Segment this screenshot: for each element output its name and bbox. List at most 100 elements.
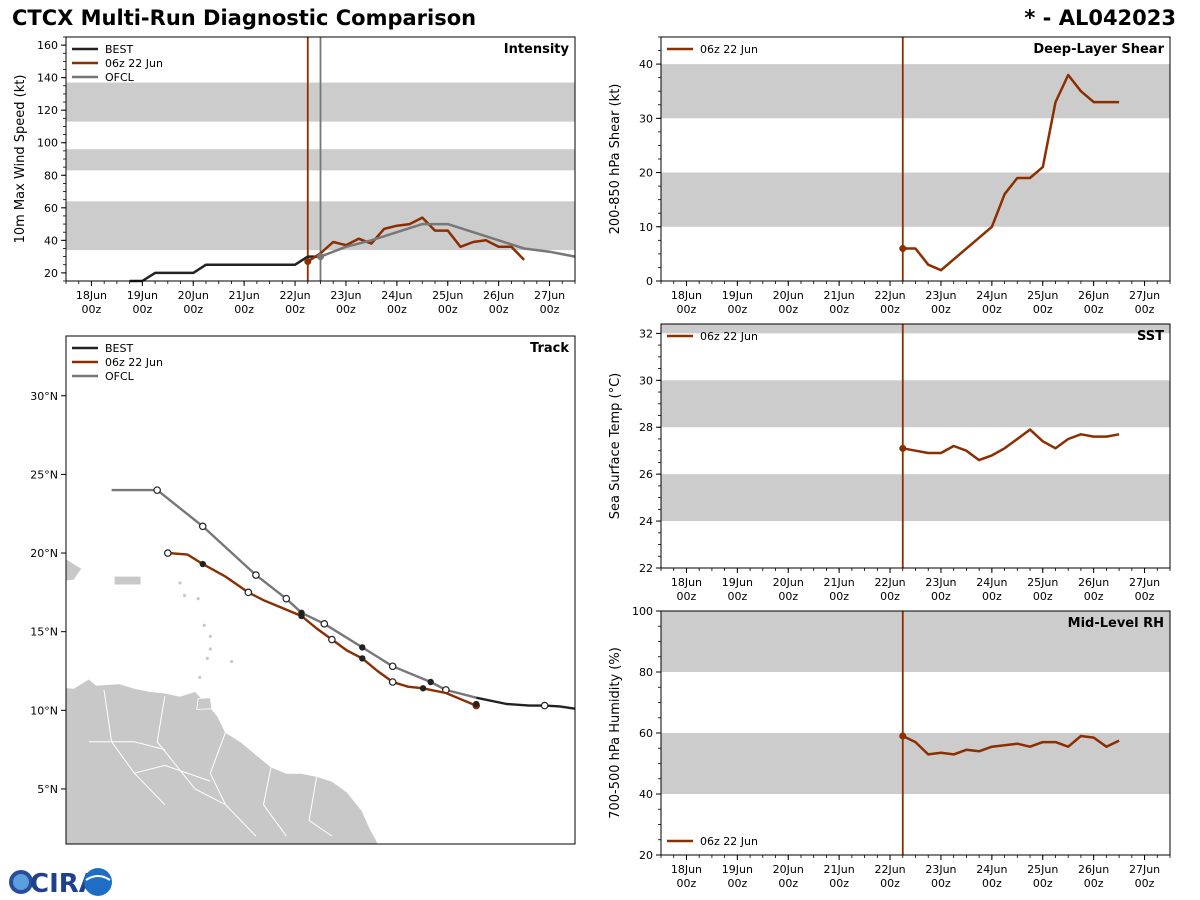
legend-label: BEST	[105, 43, 133, 56]
x-tick-label-hour: 00z	[982, 877, 1002, 890]
y-tick-label: 10°N	[30, 704, 58, 717]
x-tick-label-hour: 00z	[677, 303, 697, 316]
x-tick-label-hour: 00z	[982, 303, 1002, 316]
x-tick-label-hour: 00z	[931, 877, 951, 890]
panel-shear: 01020304018Jun00z19Jun00z20Jun00z21Jun00…	[608, 36, 1171, 316]
x-tick-label-day: 22Jun	[874, 863, 905, 876]
small-island	[178, 581, 182, 585]
x-tick-label-day: 27Jun	[1129, 289, 1160, 302]
y-tick-label: 15°N	[30, 626, 58, 639]
x-tick-label-hour: 00z	[1135, 303, 1155, 316]
x-tick-label-day: 22Jun	[874, 576, 905, 589]
series-line-best	[129, 255, 321, 283]
x-tick-label-hour: 00z	[880, 590, 900, 603]
legend-label: 06z 22 Jun	[700, 43, 758, 56]
x-tick-label-hour: 00z	[336, 303, 356, 316]
border-line	[88, 741, 165, 751]
x-tick-label-hour: 00z	[829, 590, 849, 603]
legend-label: 06z 22 Jun	[700, 835, 758, 848]
x-tick-label-day: 26Jun	[1078, 289, 1109, 302]
x-tick-label-hour: 00z	[387, 303, 407, 316]
legend-label: 06z 22 Jun	[105, 356, 163, 369]
x-tick-label-day: 18Jun	[76, 289, 107, 302]
series-line-ofcl	[320, 222, 576, 258]
shaded-band	[661, 474, 1170, 522]
panel-rh: 2040608010018Jun00z19Jun00z20Jun00z21Jun…	[608, 605, 1171, 890]
shaded-band	[661, 324, 1170, 334]
legend-label: BEST	[105, 342, 133, 355]
map-layer	[66, 486, 575, 844]
globe-logo-icon	[84, 868, 112, 896]
x-tick-label-hour: 00z	[880, 877, 900, 890]
storm-id: * - AL042023	[1024, 6, 1176, 30]
y-tick-label: 160	[37, 39, 58, 52]
y-tick-label: 140	[37, 72, 58, 85]
track-line-best	[475, 696, 575, 710]
border-line	[262, 766, 287, 837]
x-tick-label-hour: 00z	[778, 590, 798, 603]
plot-frame	[660, 323, 1171, 569]
x-tick-label-day: 25Jun	[1027, 289, 1058, 302]
track-marker-open	[198, 522, 207, 531]
track-marker-open	[252, 571, 260, 579]
x-tick-label-day: 20Jun	[773, 863, 804, 876]
small-island	[230, 659, 234, 664]
cira-logo: CIRA	[9, 868, 112, 898]
x-tick-label-day: 25Jun	[1027, 576, 1058, 589]
border-line	[308, 776, 333, 837]
x-tick-label-hour: 00z	[931, 590, 951, 603]
x-tick-label-hour: 00z	[1135, 590, 1155, 603]
track-marker-open	[320, 620, 329, 628]
y-axis-label: Sea Surface Temp (°C)	[608, 373, 623, 520]
y-tick-label: 30	[639, 374, 653, 387]
x-tick-label-hour: 00z	[778, 303, 798, 316]
y-tick-label: 40	[639, 58, 653, 71]
x-tick-label-hour: 00z	[285, 303, 305, 316]
shaded-band	[661, 380, 1170, 428]
small-island	[208, 647, 212, 651]
legend-label: OFCL	[105, 71, 135, 84]
track-marker-open	[153, 486, 161, 494]
shaded-band	[661, 172, 1170, 227]
x-tick-label-day: 19Jun	[722, 863, 753, 876]
y-tick-label: 22	[639, 562, 653, 575]
border-line	[156, 696, 226, 806]
x-tick-label-hour: 00z	[727, 877, 747, 890]
x-tick-label-day: 19Jun	[722, 576, 753, 589]
y-tick-label: 5°N	[37, 783, 58, 796]
y-tick-label: 80	[44, 169, 58, 182]
x-tick-label-day: 26Jun	[483, 289, 514, 302]
best-track-marker	[473, 700, 480, 708]
x-tick-label-day: 22Jun	[279, 289, 310, 302]
x-tick-label-day: 23Jun	[925, 576, 956, 589]
island-trinidad	[196, 697, 213, 710]
small-island	[202, 623, 206, 627]
small-island	[196, 597, 200, 601]
island-puerto-rico	[114, 576, 141, 585]
panel-title: Mid-Level RH	[1068, 616, 1164, 631]
track-marker-filled	[359, 655, 366, 662]
x-tick-label-day: 22Jun	[874, 289, 905, 302]
track-marker-open	[164, 549, 172, 557]
x-tick-label-day: 23Jun	[925, 863, 956, 876]
panel-title: Deep-Layer Shear	[1033, 42, 1164, 57]
y-tick-label: 60	[44, 202, 58, 215]
land-mass	[66, 678, 378, 844]
y-tick-label: 10	[639, 221, 653, 234]
x-tick-label-hour: 00z	[438, 303, 458, 316]
y-tick-label: 24	[639, 515, 653, 528]
x-tick-label-hour: 00z	[1033, 877, 1053, 890]
panel-title: Track	[530, 341, 569, 356]
small-island	[205, 656, 209, 661]
plot-frame	[660, 36, 1171, 282]
x-tick-label-day: 27Jun	[1129, 863, 1160, 876]
small-island	[198, 675, 202, 679]
plot-frame	[65, 36, 576, 282]
x-tick-label-hour: 00z	[1084, 877, 1104, 890]
y-tick-label: 80	[639, 666, 653, 679]
globe-swoosh-icon	[85, 875, 111, 881]
x-tick-label-hour: 00z	[132, 303, 152, 316]
y-tick-label: 120	[37, 104, 58, 117]
